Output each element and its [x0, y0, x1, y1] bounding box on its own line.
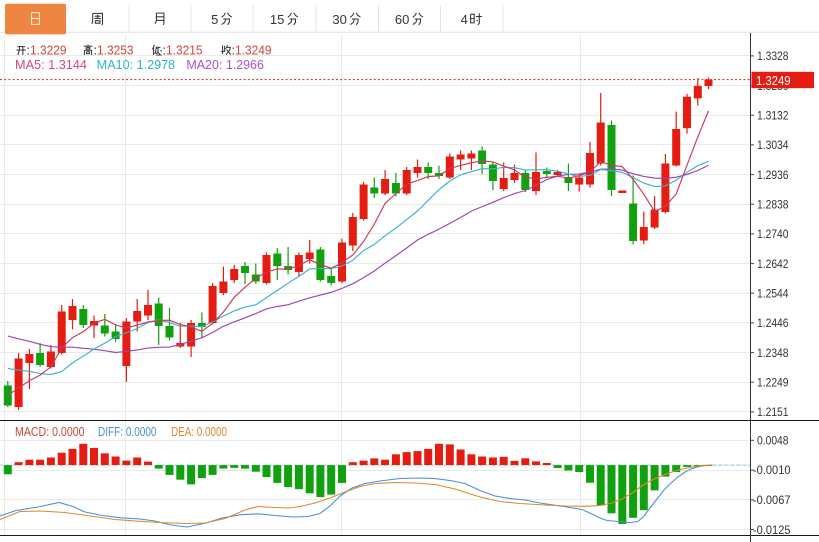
svg-text:1.3132: 1.3132 [757, 108, 789, 122]
svg-text:1.2446: 1.2446 [757, 316, 789, 330]
svg-text:1.2544: 1.2544 [757, 286, 789, 300]
svg-text::: : [163, 44, 166, 58]
svg-text:1.2838: 1.2838 [757, 197, 789, 211]
svg-text:1.3215: 1.3215 [166, 44, 203, 58]
svg-text:1.3328: 1.3328 [757, 49, 789, 63]
svg-text:1.3229: 1.3229 [30, 44, 67, 58]
svg-text:MACD: 0.0000: MACD: 0.0000 [15, 425, 85, 439]
svg-text:1.3249: 1.3249 [235, 44, 272, 58]
svg-text:1.2151: 1.2151 [757, 405, 789, 419]
svg-text:1.2348: 1.2348 [757, 346, 789, 360]
svg-text:MA20: 1.2966: MA20: 1.2966 [186, 58, 264, 72]
svg-text:DIFF: 0.0000: DIFF: 0.0000 [98, 425, 157, 439]
svg-text:DEA: 0.0000: DEA: 0.0000 [171, 425, 227, 439]
svg-text:1.3249: 1.3249 [756, 74, 791, 88]
svg-text:30: 30 [332, 12, 346, 27]
svg-text:1.3253: 1.3253 [97, 44, 134, 58]
svg-text:1.2249: 1.2249 [757, 375, 789, 389]
svg-text:5: 5 [211, 12, 218, 27]
svg-text::: : [232, 44, 235, 58]
svg-text:0.0048: 0.0048 [757, 434, 789, 448]
svg-text:MA5: 1.3144: MA5: 1.3144 [15, 58, 87, 72]
svg-text:15: 15 [270, 12, 284, 27]
svg-text:1.2740: 1.2740 [757, 227, 789, 241]
svg-text:-0.0010: -0.0010 [753, 463, 791, 477]
svg-text:60: 60 [395, 12, 409, 27]
svg-text:1.3034: 1.3034 [757, 138, 789, 152]
svg-text:MA10: 1.2978: MA10: 1.2978 [97, 58, 176, 72]
svg-text:4: 4 [461, 12, 468, 27]
svg-text::: : [94, 44, 97, 58]
svg-text::: : [27, 44, 30, 58]
svg-text:1.2642: 1.2642 [757, 257, 789, 271]
svg-text:-0.0067: -0.0067 [753, 493, 791, 507]
svg-text:-0.0125: -0.0125 [753, 523, 791, 537]
svg-text:1.2936: 1.2936 [757, 168, 789, 182]
